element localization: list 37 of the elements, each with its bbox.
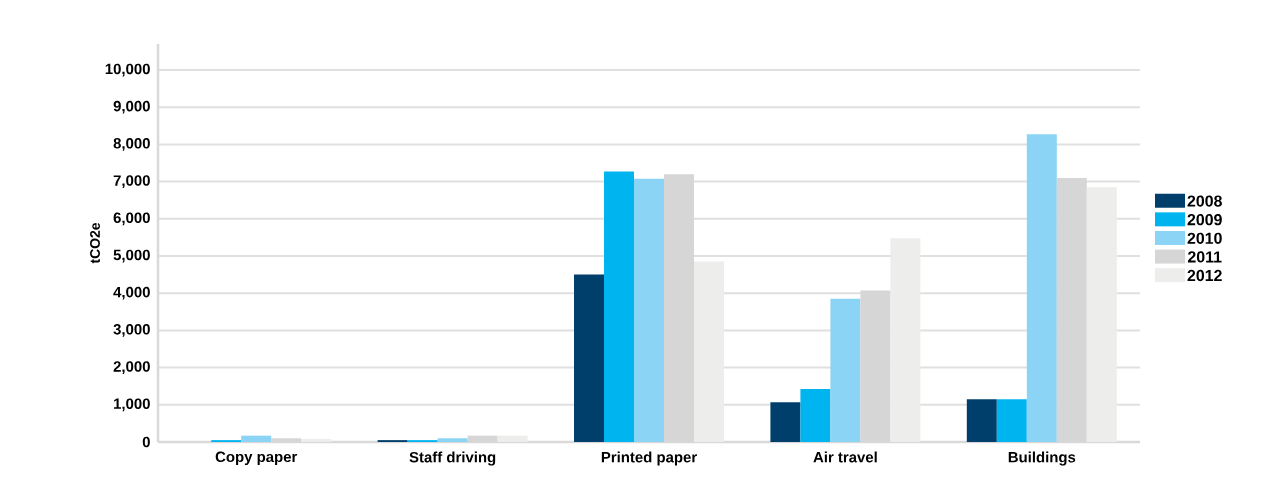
y-tick-label: 5,000 bbox=[113, 249, 150, 263]
bar bbox=[241, 435, 272, 442]
y-tick-label: 8,000 bbox=[113, 138, 150, 151]
y-tick-label: 4,000 bbox=[113, 286, 150, 300]
y-tick-label: 3,000 bbox=[113, 324, 150, 337]
legend-label: 2008 bbox=[1187, 195, 1222, 207]
bar bbox=[1086, 187, 1117, 442]
x-tick-label: Buildings bbox=[1008, 451, 1076, 466]
bar bbox=[634, 178, 665, 442]
y-tick-label: 1,000 bbox=[114, 398, 150, 412]
legend-label: 2011 bbox=[1187, 251, 1222, 263]
x-tick-label: Printed paper bbox=[601, 451, 697, 466]
bar bbox=[770, 402, 801, 442]
x-tick-label: Staff driving bbox=[409, 451, 496, 466]
legend-label: 2009 bbox=[1187, 214, 1222, 226]
bar bbox=[966, 399, 997, 442]
bar bbox=[890, 238, 921, 442]
y-tick-label: 0 bbox=[142, 436, 150, 448]
x-tick-label: Air travel bbox=[813, 451, 877, 463]
bar bbox=[437, 438, 468, 442]
bar bbox=[694, 261, 725, 442]
bar bbox=[830, 298, 861, 442]
y-tick-label: 7,000 bbox=[113, 175, 150, 188]
bar bbox=[1026, 134, 1057, 442]
x-tick-label: Copy paper bbox=[215, 451, 298, 466]
legend-label: 2010 bbox=[1187, 232, 1222, 244]
y-tick-label: 2,000 bbox=[113, 361, 150, 374]
y-tick-label: 10,000 bbox=[105, 63, 150, 77]
bar bbox=[497, 435, 528, 442]
y-tick-label: 6,000 bbox=[113, 212, 150, 226]
bar bbox=[604, 171, 635, 442]
legend-label: 2012 bbox=[1187, 269, 1222, 282]
bar bbox=[574, 274, 605, 442]
bar bbox=[996, 399, 1027, 442]
y-tick-label: 9,000 bbox=[113, 100, 150, 114]
y-axis-title: tCO2e bbox=[90, 222, 100, 264]
bar bbox=[800, 388, 831, 442]
